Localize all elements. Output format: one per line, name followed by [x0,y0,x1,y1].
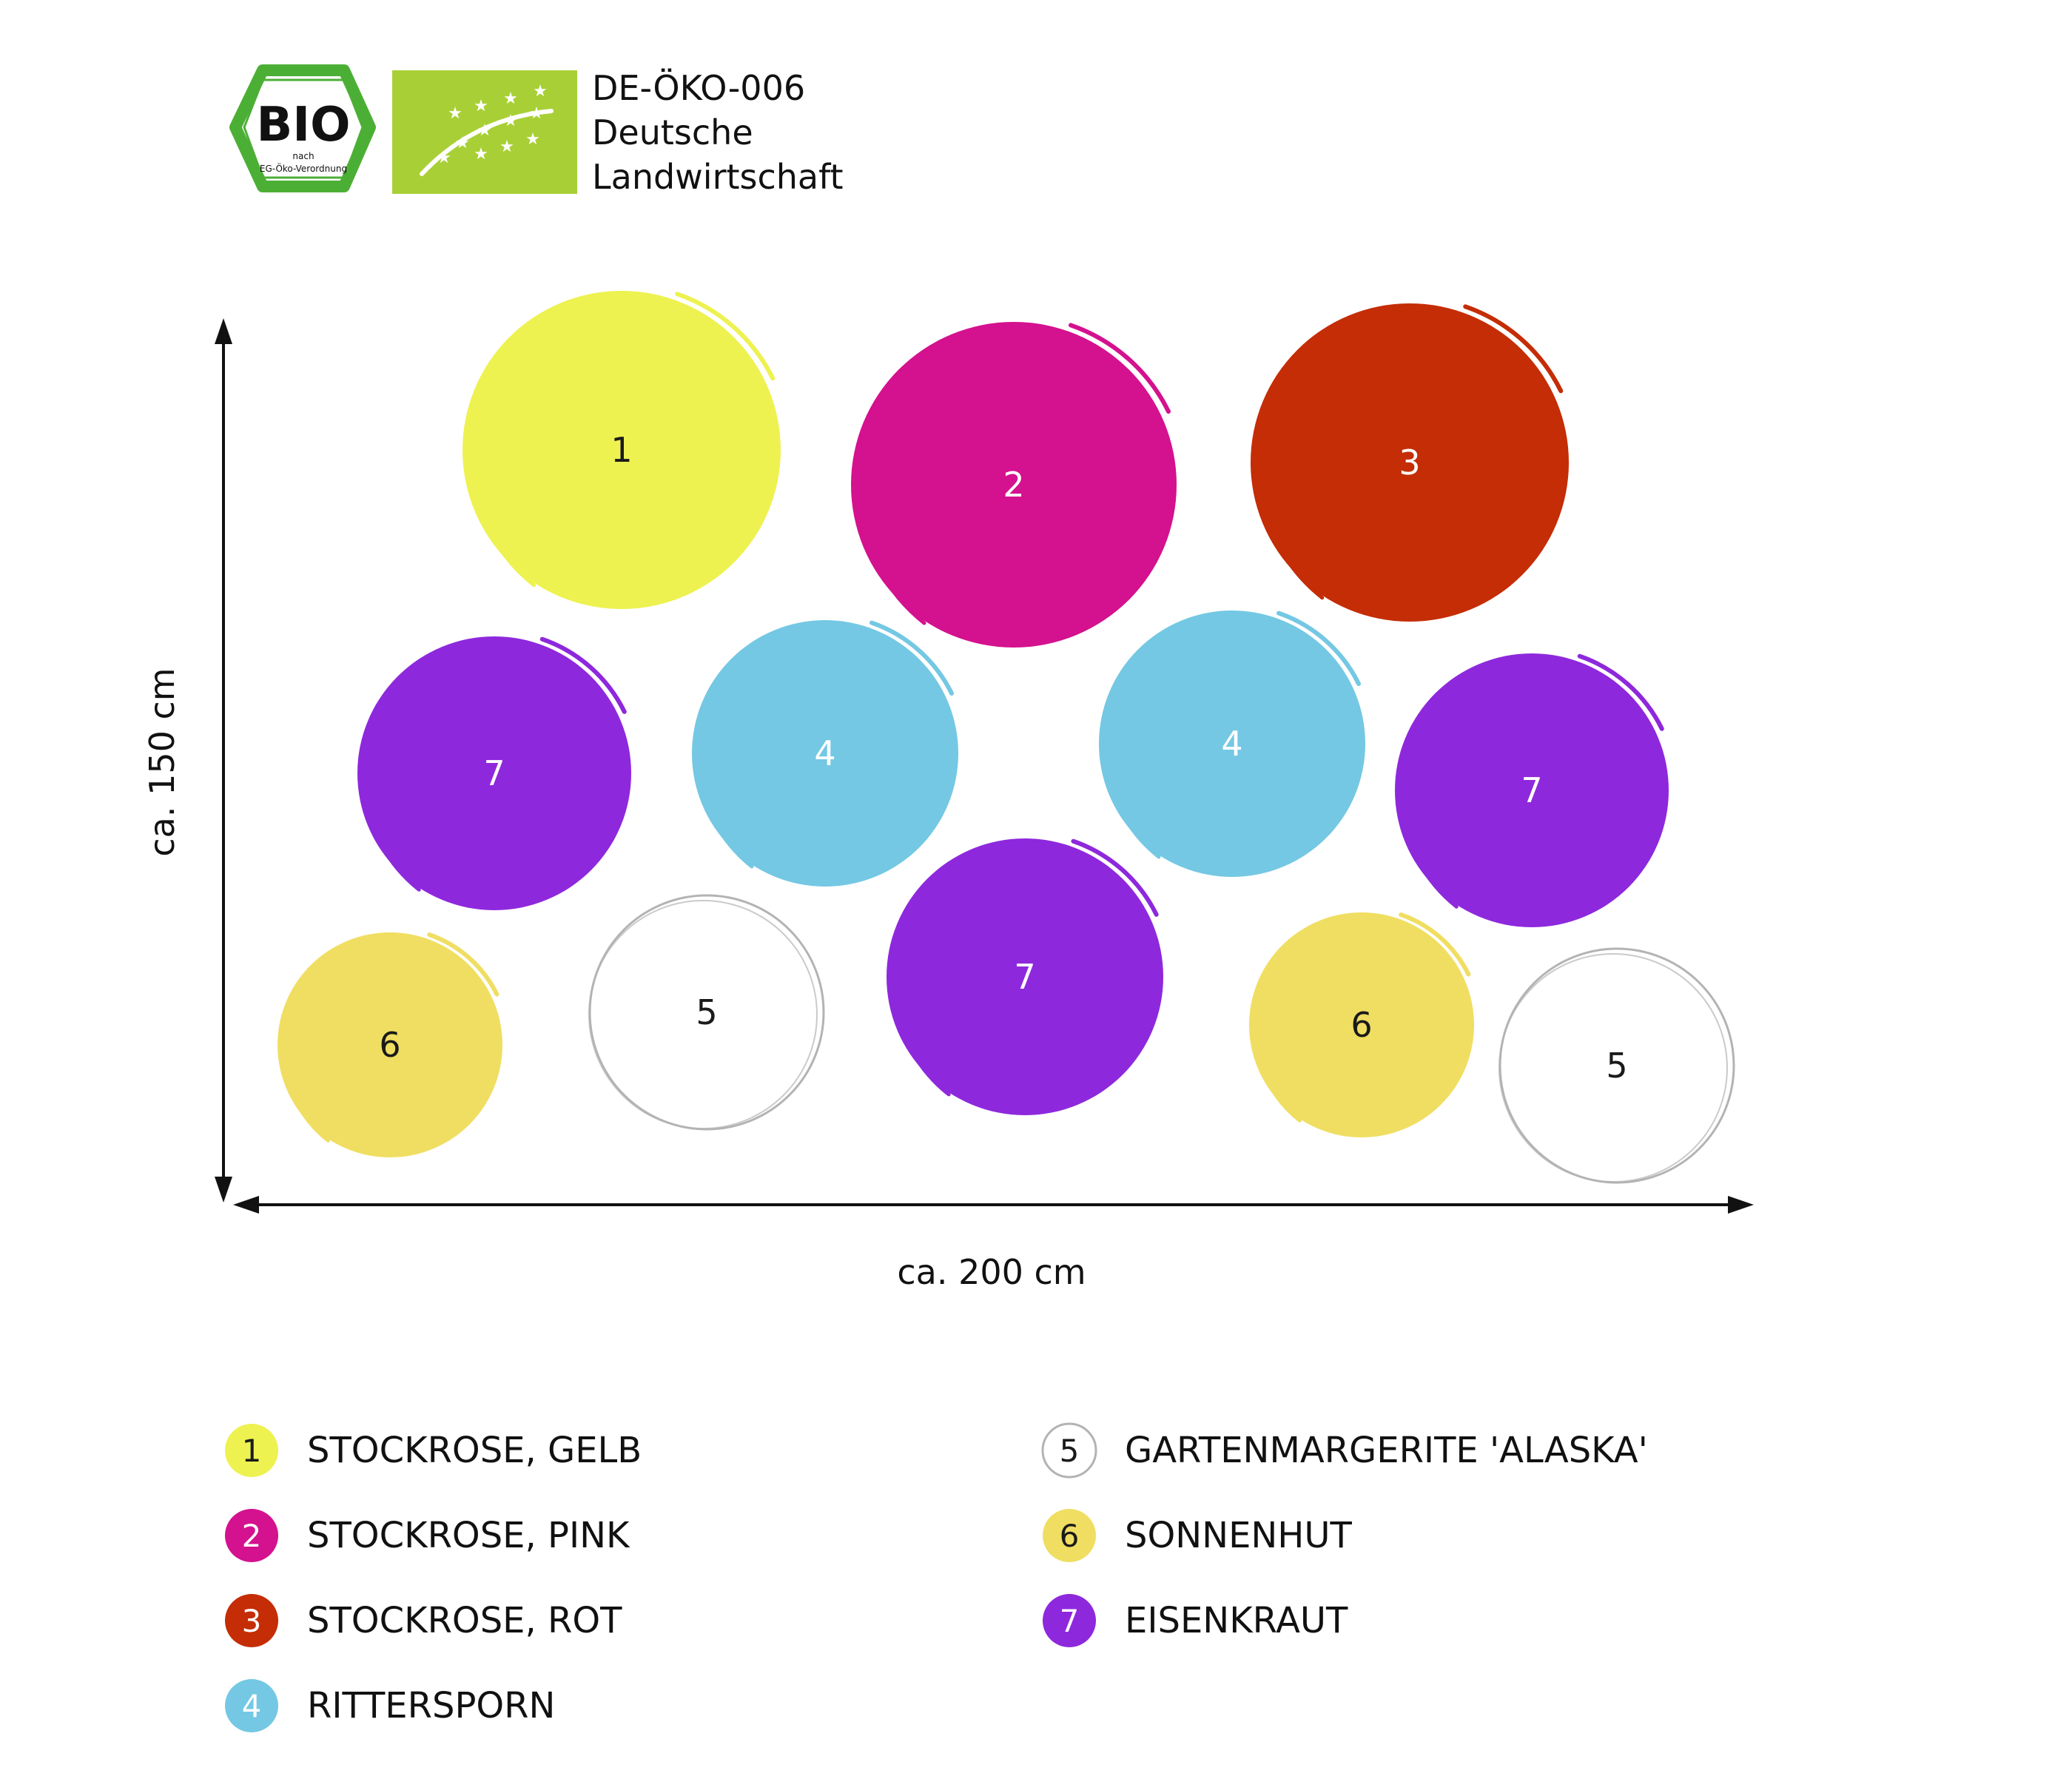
plant-circle-number: 5 [696,992,717,1032]
eu-star-icon: ★ [525,130,540,149]
plant-circle-number: 7 [1521,770,1542,810]
legend-label: EISENKRAUT [1125,1600,1348,1641]
legend-number: 1 [242,1433,262,1469]
legend-item-3: 3 STOCKROSE, ROT [225,1594,622,1647]
width-axis-arrow-right-icon [1728,1196,1754,1214]
plant-circle-5: 5 [588,894,825,1131]
legend-swatch [225,1594,278,1647]
plant-circle-number: 4 [1221,724,1242,764]
height-dimension-label: ca. 150 cm [142,667,182,856]
legend-number: 4 [242,1688,262,1724]
cert-line-1: DE-ÖKO-006 [592,68,805,108]
plant-circle-number: 4 [814,733,835,773]
bio-seal-main: BIO [257,98,351,152]
cert-line-2: Deutsche [592,112,753,152]
eu-star-icon: ★ [500,138,514,156]
eu-leaf-stem-icon [420,109,554,176]
height-axis-arrow-up-icon [215,318,232,344]
legend-label: SONNENHUT [1125,1515,1353,1556]
plant-circle-4: 4 [1099,611,1365,877]
eu-organic-leaf-logo: ★★★★ ★★ ★ ★★ ★ ★ ★ [392,70,577,194]
legend-item-4: 4 RITTERSPORN [225,1679,555,1732]
plant-circle-number: 2 [1003,465,1024,505]
legend-swatch [1043,1594,1096,1647]
plant-circle-number: 6 [379,1025,400,1065]
legend-swatch [225,1509,278,1562]
legend-swatch [225,1424,278,1477]
plant-circle-number: 7 [483,753,505,793]
plant-circle-6: 6 [278,932,502,1157]
legend-label: STOCKROSE, PINK [307,1515,630,1556]
plant-circle-4: 4 [692,620,958,887]
legend-swatch [225,1679,278,1732]
plant-circle-7: 7 [1395,653,1669,927]
legend-swatch [1041,1422,1097,1479]
width-dimension-label: ca. 200 cm [897,1252,1086,1292]
plant-circle-number: 1 [610,430,632,470]
plant-circle-7: 7 [357,636,631,910]
plant-circle-number: 7 [1014,957,1035,997]
plant-circle-number: 3 [1399,443,1420,482]
legend-item-1: 1 STOCKROSE, GELB [225,1424,642,1477]
legend-label: RITTERSPORN [307,1685,555,1726]
eu-star-icon: ★ [474,145,488,164]
eu-star-icon: ★ [503,90,518,108]
plant-circle-5: 5 [1498,947,1735,1184]
legend-swatch [1043,1509,1096,1562]
bio-seal-sub2: EG-Öko-Verordnung [260,162,347,174]
plant-circle-3: 3 [1251,303,1569,622]
legend-item-2: 2 STOCKROSE, PINK [225,1509,630,1562]
plant-circle-7: 7 [887,838,1163,1115]
dimension-axes: ca. 150 cm ca. 200 cm [142,318,1754,1292]
legend-label: GARTENMARGERITE 'ALASKA' [1125,1430,1648,1471]
legend-number: 7 [1060,1603,1080,1639]
eu-star-icon: ★ [448,104,462,123]
certification-text: DE-ÖKO-006 Deutsche Landwirtschaft [592,68,844,197]
eu-star-icon: ★ [533,82,548,101]
eu-star-icon: ★ [437,149,451,167]
legend-item-6: 6 SONNENHUT [1043,1509,1353,1562]
legend-number: 3 [242,1603,262,1639]
plant-circle-2: 2 [851,322,1177,648]
plant-circle-number: 6 [1350,1005,1372,1045]
plant-circle-1: 1 [462,291,781,609]
height-axis-arrow-down-icon [215,1177,232,1203]
legend: 1 STOCKROSE, GELB 2 STOCKROSE, PINK 3 STOCKRO… [225,1422,1648,1732]
bio-seal-sub1: nach [292,151,314,161]
legend-number: 2 [242,1518,262,1554]
plant-circle-6: 6 [1249,912,1474,1137]
legend-number: 6 [1060,1518,1080,1554]
eu-star-icon: ★ [474,97,488,115]
legend-item-7: 7 EISENKRAUT [1043,1594,1348,1647]
legend-item-5: 5 GARTENMARGERITE 'ALASKA' [1041,1422,1648,1479]
legend-number: 5 [1060,1433,1080,1469]
cert-line-3: Landwirtschaft [592,157,844,197]
plant-circles: 1 2 3 7 4 4 7 6 5 7 6 5 [278,291,1735,1184]
legend-label: STOCKROSE, ROT [307,1600,622,1641]
legend-label: STOCKROSE, GELB [307,1430,642,1471]
width-axis-arrow-left-icon [233,1196,259,1214]
plant-circle-number: 5 [1606,1046,1627,1086]
bio-seal-logo: BIO nach EG-Öko-Verordnung [229,64,376,192]
